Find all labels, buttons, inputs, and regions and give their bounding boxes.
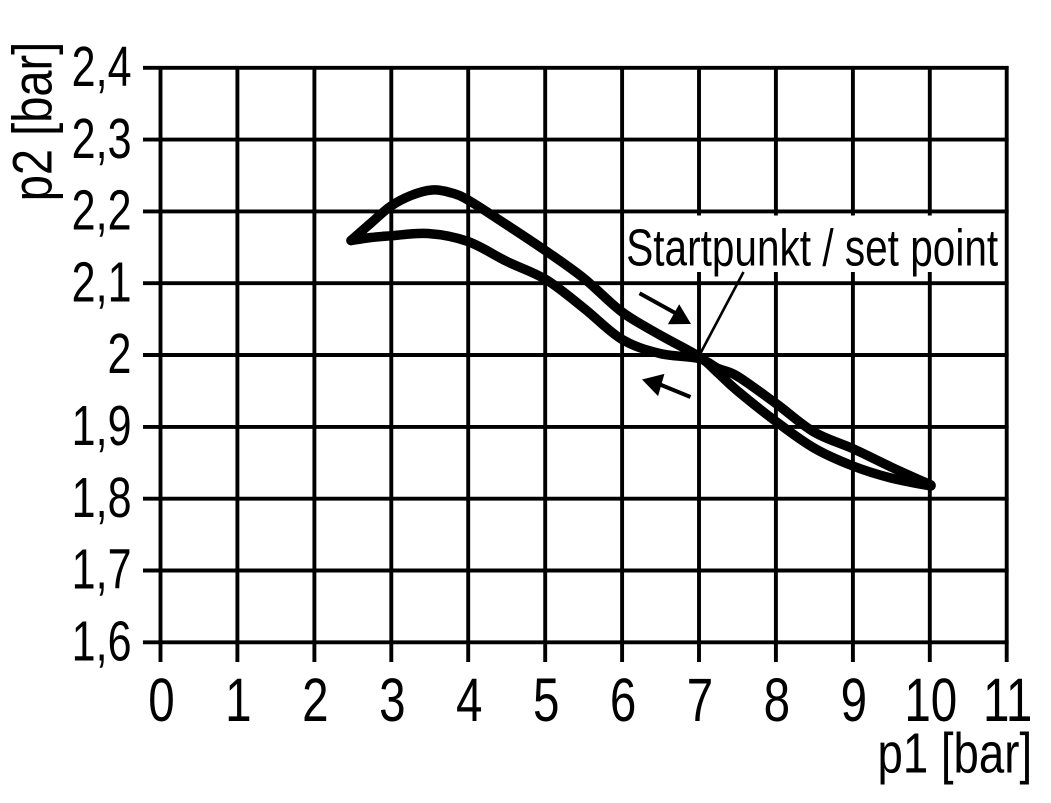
- svg-text:2,3: 2,3: [72, 106, 132, 170]
- svg-text:1,6: 1,6: [72, 609, 132, 673]
- svg-text:p1 [bar]: p1 [bar]: [878, 721, 1033, 785]
- svg-text:2: 2: [302, 665, 328, 734]
- svg-text:11: 11: [983, 665, 1032, 734]
- svg-text:1,7: 1,7: [72, 537, 132, 601]
- svg-text:9: 9: [841, 665, 867, 734]
- svg-text:5: 5: [533, 665, 559, 734]
- svg-text:p2 [bar]: p2 [bar]: [1, 42, 64, 201]
- svg-text:0: 0: [148, 665, 174, 734]
- svg-text:8: 8: [764, 665, 790, 734]
- svg-text:3: 3: [379, 665, 405, 734]
- svg-text:2,4: 2,4: [72, 34, 132, 98]
- svg-text:Startpunkt / set point: Startpunkt / set point: [626, 219, 998, 277]
- svg-text:6: 6: [610, 665, 636, 734]
- svg-text:1,8: 1,8: [72, 465, 132, 529]
- svg-text:1,9: 1,9: [72, 393, 132, 457]
- svg-text:1: 1: [225, 665, 251, 734]
- svg-text:2: 2: [108, 321, 132, 385]
- svg-text:7: 7: [687, 665, 713, 734]
- svg-text:2,1: 2,1: [72, 249, 132, 313]
- svg-text:2,2: 2,2: [72, 178, 132, 242]
- svg-text:4: 4: [456, 665, 482, 734]
- svg-text:10: 10: [904, 665, 957, 734]
